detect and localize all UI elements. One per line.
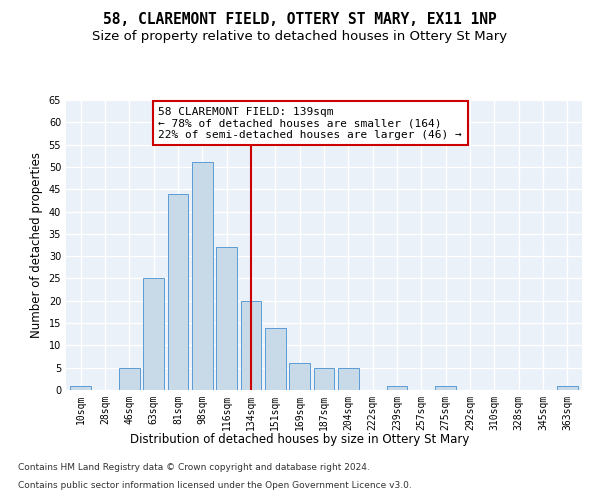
Text: Distribution of detached houses by size in Ottery St Mary: Distribution of detached houses by size … bbox=[130, 432, 470, 446]
Text: Contains HM Land Registry data © Crown copyright and database right 2024.: Contains HM Land Registry data © Crown c… bbox=[18, 464, 370, 472]
Text: Contains public sector information licensed under the Open Government Licence v3: Contains public sector information licen… bbox=[18, 481, 412, 490]
Bar bbox=[241, 301, 262, 390]
Bar bbox=[143, 278, 164, 390]
Bar bbox=[386, 386, 407, 390]
Bar bbox=[192, 162, 212, 390]
Text: 58, CLAREMONT FIELD, OTTERY ST MARY, EX11 1NP: 58, CLAREMONT FIELD, OTTERY ST MARY, EX1… bbox=[103, 12, 497, 28]
Text: Size of property relative to detached houses in Ottery St Mary: Size of property relative to detached ho… bbox=[92, 30, 508, 43]
Bar bbox=[70, 386, 91, 390]
Bar bbox=[119, 368, 140, 390]
Y-axis label: Number of detached properties: Number of detached properties bbox=[30, 152, 43, 338]
Bar bbox=[557, 386, 578, 390]
Bar bbox=[338, 368, 359, 390]
Bar bbox=[436, 386, 456, 390]
Text: 58 CLAREMONT FIELD: 139sqm
← 78% of detached houses are smaller (164)
22% of sem: 58 CLAREMONT FIELD: 139sqm ← 78% of deta… bbox=[158, 106, 462, 140]
Bar bbox=[167, 194, 188, 390]
Bar bbox=[216, 247, 237, 390]
Bar bbox=[265, 328, 286, 390]
Bar bbox=[289, 363, 310, 390]
Bar bbox=[314, 368, 334, 390]
